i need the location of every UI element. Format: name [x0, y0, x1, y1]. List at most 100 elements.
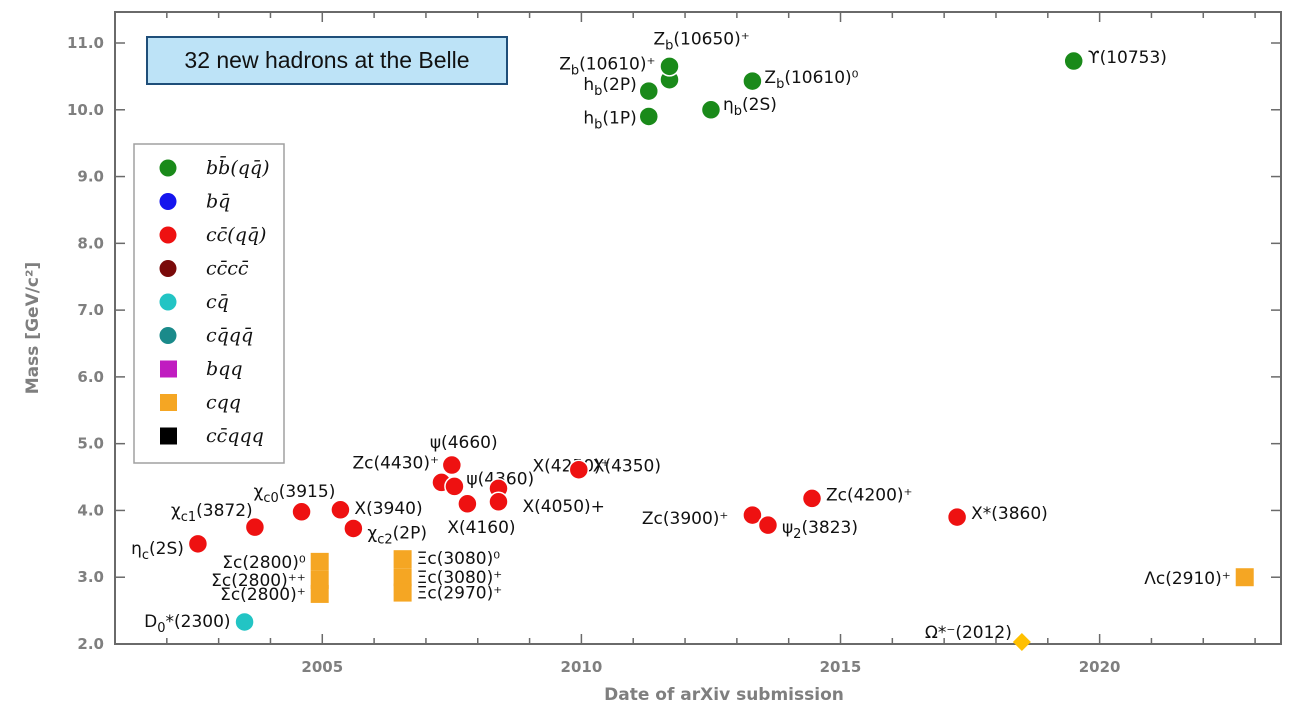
legend-marker	[159, 260, 177, 277]
point-label: χc2(2P)	[367, 523, 427, 547]
legend-marker	[160, 360, 177, 378]
legend-marker	[159, 159, 177, 177]
point-label: Zb(10610)⁰	[764, 68, 858, 92]
point-label: X(4160)	[447, 518, 515, 538]
x-tick-label: 2015	[820, 658, 862, 676]
data-point	[946, 506, 968, 528]
x-tick-label: 2010	[561, 658, 603, 676]
data-point	[638, 106, 660, 127]
data-point	[742, 504, 763, 526]
legend-box	[133, 143, 285, 464]
data-point	[742, 70, 763, 92]
point-label: Λc(2910)⁺	[1144, 569, 1230, 589]
point-label: ψ2(3823)	[782, 518, 858, 542]
data-point	[444, 476, 465, 497]
y-tick-label: 5.0	[77, 435, 104, 453]
data-point	[393, 550, 412, 569]
point-label: Σc(2800)⁰	[222, 553, 306, 573]
point-labels: hb(1P) hb(2P)Zb(10610)⁺Zb(10650)⁺ ηb(2S) Zb…	[131, 29, 1231, 643]
data-point	[801, 488, 823, 509]
data-point	[310, 552, 329, 571]
legend-label: bqq	[206, 358, 243, 380]
data-points	[187, 50, 1254, 651]
point-label: ηc(2S)	[131, 539, 184, 563]
data-point	[187, 533, 209, 555]
y-axis-title: Mass [GeV/c²]	[23, 262, 43, 394]
point-label: ηb(2S)	[723, 95, 777, 119]
data-point	[757, 514, 779, 536]
legend-label: cq̄	[206, 291, 229, 313]
data-point	[244, 516, 266, 538]
point-label: Zc(4200)⁺	[826, 485, 913, 505]
legend-label: cqq	[206, 392, 241, 414]
data-point	[343, 518, 364, 539]
legend-label: cc̄qqq	[206, 425, 264, 447]
point-label: Zc(3900)⁺	[642, 509, 729, 529]
data-point	[659, 56, 680, 77]
data-point	[568, 459, 590, 480]
legend-marker	[160, 394, 177, 411]
legend-item-ccqqq: cc̄qqq	[160, 425, 264, 447]
y-tick-label: 3.0	[77, 568, 104, 586]
legend-item-cqqq: cq̄qq̄	[159, 325, 253, 347]
data-point	[441, 454, 463, 476]
point-label: Ξc(2970)⁺	[417, 584, 503, 604]
data-point	[638, 80, 660, 102]
point-label: X(4050)+	[522, 497, 604, 517]
point-label: Zc(4430)⁺	[352, 453, 439, 473]
data-point	[1012, 632, 1031, 651]
point-label: ϒ(10753)	[1088, 48, 1167, 68]
legend-marker	[159, 327, 177, 344]
y-tick-label: 11.0	[67, 34, 104, 52]
legend-item-bb: bb̄(qq̄)	[159, 155, 269, 179]
data-point	[1235, 568, 1254, 587]
title-box	[146, 36, 508, 85]
x-tick-label: 2005	[301, 658, 343, 676]
legend-label: cc̄cc̄	[206, 258, 249, 280]
y-tick-label: 6.0	[77, 368, 104, 386]
legend-item-cccc: cc̄cc̄	[159, 258, 249, 280]
legend-item-bqq: bqq	[160, 358, 243, 380]
legend-marker	[159, 226, 177, 244]
point-label: χc1(3872)	[171, 501, 253, 525]
point-label: Ξc(3080)⁺	[417, 568, 503, 588]
legend-item-cqq: cqq	[160, 392, 241, 414]
data-point	[310, 584, 329, 603]
point-label: D0*(2300)	[144, 612, 230, 636]
legend-label: cq̄qq̄	[206, 325, 253, 347]
point-label: X*(3860)	[971, 504, 1048, 524]
y-tick-label: 8.0	[77, 234, 104, 252]
data-point	[457, 493, 478, 515]
point-label: ψ(4660)	[430, 433, 498, 453]
legend-marker	[159, 193, 177, 210]
point-label: Σc(2800)⁺	[220, 585, 306, 605]
point-label: hb(1P)	[583, 108, 636, 132]
x-tick-label: 2020	[1079, 658, 1121, 676]
plot-frame	[114, 11, 1282, 645]
x-axis-title: Date of arXiv submission	[604, 685, 844, 705]
legend-item-cq: cq̄	[159, 291, 229, 313]
y-tick-label: 4.0	[77, 501, 104, 519]
chart-title-box: 32 new hadrons at the Belle	[146, 36, 508, 85]
point-label: χc0(3915)	[254, 482, 336, 506]
axis-ticks: 2005 2010 2015 2020 2.0 3.0 4.0 5.0 6.0 7.0 8.0 9.0…	[67, 12, 1281, 676]
data-point	[488, 491, 509, 513]
legend-marker	[159, 293, 177, 311]
legend-label: bq̄	[206, 191, 230, 213]
point-label: X(3940)	[354, 499, 422, 519]
legend-marker	[160, 427, 177, 445]
point-label: Ω*⁻(2012)	[925, 623, 1012, 643]
data-point	[310, 570, 329, 589]
point-label: Zb(10610)⁺	[559, 55, 655, 79]
data-point	[234, 611, 255, 633]
legend: bb̄(qq̄) bq̄ cc̄(qq̄) cc̄cc̄ cq̄ cq̄qq̄ bqq cqq…	[133, 143, 285, 464]
point-label: Σc(2800)⁺⁺	[211, 571, 306, 591]
data-point	[291, 501, 312, 523]
legend-item-bq: bq̄	[159, 191, 230, 213]
point-label: Zb(10650)⁺	[653, 29, 749, 53]
data-point	[1063, 50, 1084, 72]
legend-item-cc: cc̄(qq̄)	[159, 224, 266, 246]
legend-label: cc̄(qq̄)	[206, 224, 266, 246]
data-point	[700, 99, 722, 121]
